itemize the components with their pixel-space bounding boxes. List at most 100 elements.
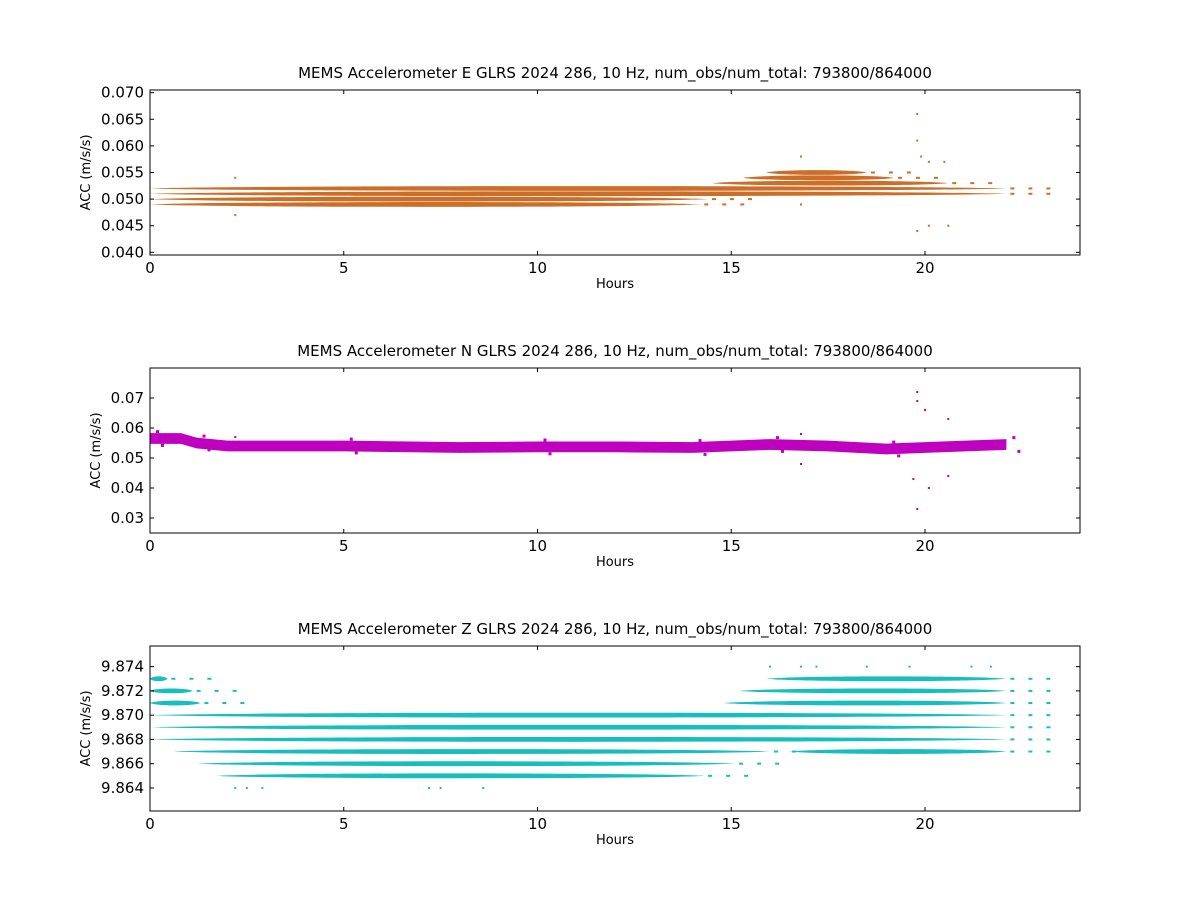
data-point: [1010, 726, 1015, 729]
data-point: [774, 750, 778, 753]
data-point: [1028, 187, 1033, 190]
data-point: [800, 155, 802, 158]
data-point: [171, 677, 176, 680]
data-band: [739, 688, 1007, 694]
data-point: [1046, 726, 1051, 729]
data-point: [739, 762, 744, 765]
x-tick-label: 5: [339, 259, 349, 277]
data-layer: [150, 112, 1051, 233]
data-point: [726, 774, 731, 777]
data-point: [1010, 689, 1015, 692]
data-point: [757, 762, 762, 765]
data-point: [1028, 726, 1033, 729]
y-tick-label: 9.870: [101, 706, 144, 724]
chart-panel-n: 0 5 10 15 20 0.03 0.04 0.05 0.06 0.07 MEMS Acceler…: [89, 342, 1081, 570]
x-tick-label: 15: [722, 259, 741, 277]
x-tick-label: 5: [339, 537, 349, 555]
data-point: [748, 198, 752, 201]
axes-frame: [149, 89, 1081, 256]
data-point: [815, 665, 818, 668]
data-point: [776, 436, 779, 440]
data-point: [800, 463, 802, 465]
data-point: [781, 449, 784, 453]
data-point: [1028, 738, 1033, 741]
data-point: [947, 224, 950, 227]
data-point: [947, 475, 950, 477]
y-tick-label: 0.050: [101, 190, 144, 208]
data-band: [150, 196, 708, 202]
y-tick-label: 9.866: [101, 755, 144, 773]
chart-title: MEMS Accelerometer N GLRS 2024 286, 10 H…: [297, 342, 933, 361]
x-tick-label: 10: [528, 815, 547, 833]
y-tick-label: 0.04: [111, 479, 144, 497]
data-point: [943, 160, 946, 163]
data-point: [234, 786, 237, 789]
data-point: [892, 440, 896, 444]
data-point: [927, 160, 930, 163]
y-tick-label: 0.070: [101, 84, 144, 102]
x-tick-label: 10: [528, 259, 547, 277]
data-point: [1046, 750, 1051, 753]
data-point: [261, 786, 264, 789]
data-point: [439, 786, 442, 789]
data-point: [214, 689, 219, 692]
data-point: [947, 418, 950, 420]
x-tick-label: 20: [915, 815, 934, 833]
x-axis-label: Hours: [596, 555, 634, 570]
y-tick-label: 0.040: [101, 243, 144, 261]
y-tick-label: 0.05: [111, 449, 144, 467]
data-band: [150, 688, 193, 694]
data-point: [1010, 750, 1015, 753]
data-point: [1046, 192, 1051, 195]
data-point: [712, 198, 716, 201]
data-point: [354, 451, 358, 455]
data-point: [232, 689, 237, 692]
data-point: [234, 214, 237, 217]
y-tick-label: 0.045: [101, 217, 144, 235]
data-point: [1046, 187, 1051, 190]
data-point: [916, 112, 919, 115]
data-point: [916, 139, 919, 142]
data-point: [870, 171, 875, 174]
x-tick-label: 0: [145, 815, 155, 833]
x-axis-label: Hours: [596, 833, 634, 848]
data-band: [150, 737, 1007, 742]
y-tick-label: 9.868: [101, 730, 144, 748]
data-point: [989, 665, 992, 668]
data-point: [1017, 449, 1021, 453]
y-tick-label: 9.864: [101, 779, 144, 797]
data-point: [1010, 192, 1015, 195]
data-point: [897, 454, 901, 458]
data-band: [742, 175, 894, 181]
axes-frame: [149, 645, 1081, 812]
data-point: [927, 224, 930, 227]
data-band: [766, 170, 867, 175]
x-tick-label: 10: [528, 537, 547, 555]
data-point: [1046, 677, 1051, 680]
data-point: [920, 155, 923, 158]
x-tick-label: 15: [722, 815, 741, 833]
data-point: [722, 203, 727, 206]
data-point: [952, 182, 957, 185]
data-band: [789, 749, 1007, 754]
data-point: [222, 702, 227, 705]
data-point: [916, 508, 919, 510]
data-point: [800, 433, 802, 435]
data-point: [245, 786, 248, 789]
data-point: [703, 452, 707, 456]
data-band: [723, 700, 1007, 706]
data-point: [234, 436, 237, 438]
data-point: [543, 438, 547, 442]
data-band: [150, 202, 701, 207]
data-band: [150, 433, 1007, 455]
data-point: [1028, 714, 1033, 717]
chart-panel-e: 0 5 10 15 20 0.040 0.045 0.050 0.055 0.060 0.065 0.…: [79, 64, 1081, 292]
x-axis-label: Hours: [596, 277, 634, 292]
y-axis-label: ACC (m/s/s): [89, 412, 104, 488]
data-point: [800, 203, 802, 206]
data-point: [934, 176, 938, 179]
data-point: [769, 665, 771, 668]
y-tick-label: 9.874: [101, 658, 144, 676]
data-point: [1028, 192, 1033, 195]
